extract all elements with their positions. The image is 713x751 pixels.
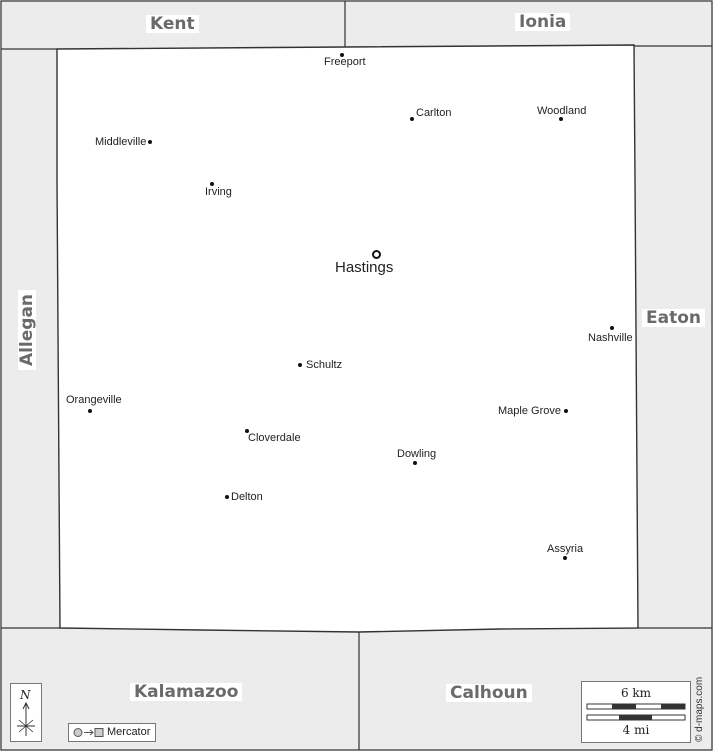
town-dot-delton	[225, 495, 229, 499]
town-label-irving: Irving	[205, 186, 232, 198]
county-seat-label: Hastings	[335, 259, 394, 276]
town-dot-middleville	[148, 140, 152, 144]
town-label-woodland: Woodland	[537, 105, 587, 117]
town-label-middleville: Middleville	[95, 136, 147, 148]
town-label-assyria: Assyria	[547, 543, 584, 555]
projection-box: Mercator	[68, 723, 156, 742]
county-seat-marker	[372, 250, 381, 259]
town-dot-cloverdale	[245, 429, 249, 433]
town-label-dowling: Dowling	[397, 448, 437, 460]
town-dot-nashville	[610, 326, 614, 330]
compass-rose-icon	[17, 701, 35, 736]
scale-bar: 6 km 4 mi	[581, 681, 691, 743]
county-label-kalamazoo: Kalamazoo	[130, 683, 243, 701]
town-dot-woodland	[559, 117, 563, 121]
town-dot-freeport	[340, 53, 344, 57]
town-dot-maple-grove	[564, 409, 568, 413]
credit-text: © d-maps.com	[694, 676, 705, 742]
town-label-delton: Delton	[231, 491, 263, 503]
county-label-ionia: Ionia	[515, 13, 571, 31]
projection-icon	[73, 728, 104, 737]
town-dot-carlton	[410, 117, 414, 121]
town-label-freeport: Freeport	[324, 56, 366, 68]
town-label-schultz: Schultz	[306, 359, 343, 371]
town-dot-dowling	[413, 461, 417, 465]
town-dot-schultz	[298, 363, 302, 367]
county-label-eaton: Eaton	[642, 309, 705, 327]
scale-mi-label: 4 mi	[622, 723, 650, 737]
town-label-maple-grove: Maple Grove	[498, 405, 561, 417]
county-label-kent: Kent	[146, 15, 199, 33]
county-label-allegan: Allegan	[17, 289, 37, 371]
scale-km-label: 6 km	[620, 686, 652, 700]
north-arrow: N	[10, 683, 42, 742]
town-dot-irving	[210, 182, 214, 186]
north-label: N	[20, 688, 31, 702]
town-label-cloverdale: Cloverdale	[248, 432, 301, 444]
projection-name: Mercator	[107, 726, 151, 738]
town-dot-orangeville	[88, 409, 92, 413]
county-shape	[56, 44, 639, 633]
scale-bar-graphic	[586, 703, 686, 721]
town-dot-assyria	[563, 556, 567, 560]
county-label-calhoun: Calhoun	[446, 684, 532, 702]
town-label-orangeville: Orangeville	[66, 394, 122, 406]
town-label-carlton: Carlton	[416, 107, 452, 119]
town-label-nashville: Nashville	[588, 332, 633, 344]
